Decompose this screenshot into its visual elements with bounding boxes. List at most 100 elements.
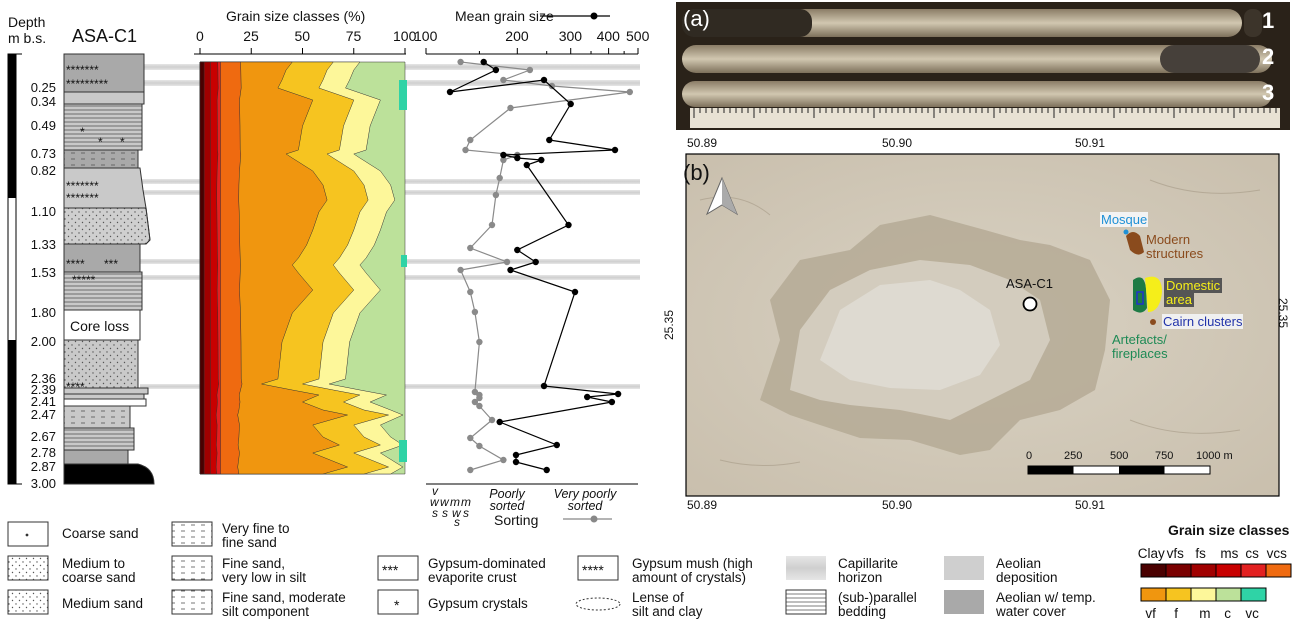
depth-scale-bar — [7, 53, 22, 485]
gypsum-stars: ******* ********* * * * ******* ******* … — [66, 63, 125, 394]
mg-point — [446, 88, 454, 96]
mg-point — [467, 466, 474, 474]
gs-bottom-label: vc — [1245, 606, 1259, 621]
mg-point — [567, 100, 574, 108]
scale-750: 750 — [1155, 450, 1174, 462]
legend-fine-low-2: very low in silt — [222, 570, 307, 585]
mg-point — [476, 402, 483, 410]
svg-text:***: *** — [104, 257, 118, 271]
legend-parallel-1: (sub-)parallel — [838, 590, 917, 605]
legend-medium-coarse-2: coarse sand — [62, 570, 136, 585]
left-tick: 25.35 — [662, 309, 677, 341]
legend-fine-mod-2: silt component — [222, 604, 310, 619]
legend-vf-fine-2: fine sand — [222, 535, 277, 550]
svg-text:*******: ******* — [66, 179, 99, 193]
legend-fine-low-1: Fine sand, — [222, 556, 286, 571]
mg-point — [540, 382, 548, 390]
core-name: ASA-C1 — [72, 26, 138, 46]
mg-tick-label: 200 — [505, 28, 529, 44]
sort-w3: w — [452, 506, 461, 520]
ruler — [693, 108, 1277, 118]
mg-point — [571, 288, 579, 296]
mg-point — [514, 246, 521, 254]
legend-capillarite-1: Capillarite — [838, 556, 899, 571]
mg-point — [523, 161, 530, 169]
gs-axis-ticks — [199, 48, 406, 54]
mg-point — [500, 151, 507, 159]
gs-bottom-swatch — [1240, 587, 1267, 602]
mg-point — [611, 146, 619, 154]
gs-bottom-label: c — [1224, 606, 1231, 621]
mg-point — [467, 288, 474, 296]
legend-vf-fine-1: Very fine to — [222, 521, 290, 536]
mg-point — [457, 266, 464, 274]
sort-s3: s — [454, 515, 460, 529]
depth-label: 1.33 — [30, 237, 56, 252]
gs-swatches — [1140, 563, 1292, 602]
mg-point — [532, 258, 539, 266]
mg-point — [492, 191, 500, 199]
gs-tick-label: 0 — [196, 28, 204, 44]
grain-size-chart — [194, 48, 407, 475]
mg-point — [540, 76, 548, 84]
mg-point — [496, 418, 503, 426]
legend-gypsum-crust-1: Gypsum-dominated — [428, 556, 546, 571]
mg-point — [514, 154, 521, 162]
legend-graphics — [7, 521, 1292, 615]
mg-point — [543, 466, 550, 474]
mg-point — [476, 338, 483, 346]
legend-gypsum-mush-2: amount of crystals) — [632, 570, 747, 585]
gs-top-label: cs — [1245, 546, 1259, 561]
mg-point — [488, 416, 496, 424]
artefacts-label-2: fireplaces — [1112, 346, 1168, 361]
mg-lines — [446, 58, 633, 474]
gs-tick-label: 25 — [243, 28, 259, 44]
sort-v: v — [432, 484, 438, 498]
depth-title-1: Depth — [8, 14, 46, 30]
mg-point — [467, 244, 474, 252]
mg-tick-label: 500 — [626, 28, 650, 44]
legend-fine-mod-1: Fine sand, moderate — [222, 590, 346, 605]
sort-w1: w — [430, 495, 439, 509]
svg-text:*******: ******* — [66, 63, 99, 77]
mg-point — [492, 66, 500, 74]
legend-gypsum-crystals: Gypsum crystals — [428, 596, 528, 611]
scale-250: 250 — [1064, 450, 1083, 462]
modern-label-1: Modern — [1146, 232, 1191, 247]
mg-point — [565, 221, 572, 229]
gs-top-label: Clay — [1137, 546, 1165, 561]
gs-top-swatch — [1240, 563, 1267, 578]
legend-gypsum-mush-1: Gypsum mush (high — [632, 556, 753, 571]
sort-w2: w — [440, 495, 449, 509]
mg-point — [626, 88, 633, 96]
mg-point — [462, 146, 469, 154]
depth-label: 2.67 — [30, 429, 56, 444]
mg-point — [548, 82, 556, 90]
depth-label: 0.49 — [30, 118, 56, 133]
depth-label: 2.87 — [30, 459, 56, 474]
depth-label: 0.34 — [30, 94, 56, 109]
sort-m2: m — [461, 495, 471, 509]
depth-label: 1.80 — [30, 305, 56, 320]
gs-top-label: fs — [1195, 546, 1206, 561]
gs-bottom-swatch — [1140, 587, 1167, 602]
mg-tick-label: 300 — [558, 28, 583, 44]
sort-s2: s — [442, 506, 448, 520]
gs-bottom-label: vf — [1145, 606, 1156, 621]
mg-point — [467, 434, 474, 442]
sort-m1: m — [450, 495, 460, 509]
mg-axis-ticks — [425, 48, 639, 54]
mg-point — [496, 174, 503, 182]
mg-point — [480, 58, 487, 66]
legend-lense-2: silt and clay — [632, 604, 703, 619]
mg-point — [584, 393, 591, 401]
gs-top-label: vfs — [1166, 546, 1184, 561]
depth-title-2: m b.s. — [8, 30, 47, 46]
mg-point — [538, 156, 545, 164]
gs-tick-label: 50 — [294, 28, 311, 44]
scale-0: 0 — [1026, 450, 1033, 462]
mg-point — [500, 76, 507, 84]
depth-label: 0.73 — [30, 146, 56, 161]
mosque-label: Mosque — [1100, 212, 1149, 227]
